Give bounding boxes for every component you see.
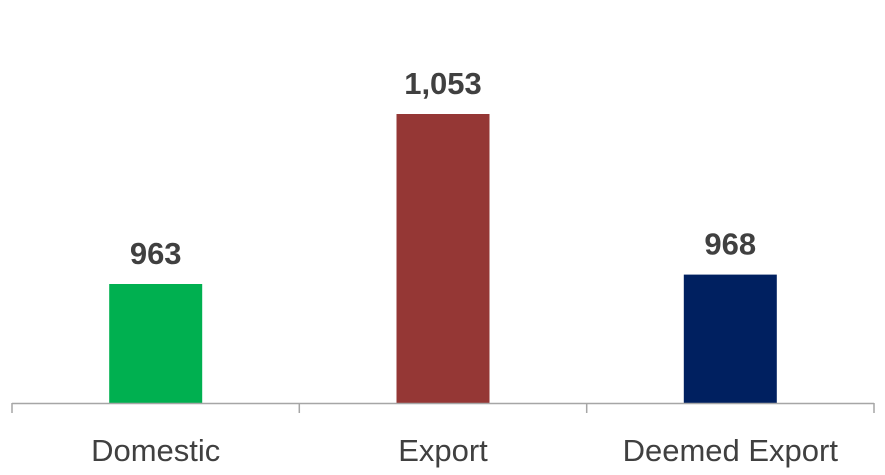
tick-label-domestic: Domestic [91,433,220,468]
x-axis [11,402,875,413]
bars-layer [109,114,777,403]
value-labels-layer: 963 1,053 968 [130,66,756,271]
category-labels-layer: Domestic Export Deemed Export [91,433,838,468]
bar-deemed-export [683,274,777,403]
bar-domestic [109,284,203,403]
data-label-export: 1,053 [404,66,482,101]
data-label-domestic: 963 [130,236,182,271]
data-label-deemed-export: 968 [704,227,756,262]
tick-label-deemed-export: Deemed Export [623,433,839,468]
bar-export [396,114,490,403]
tick-label-export: Export [398,433,488,468]
